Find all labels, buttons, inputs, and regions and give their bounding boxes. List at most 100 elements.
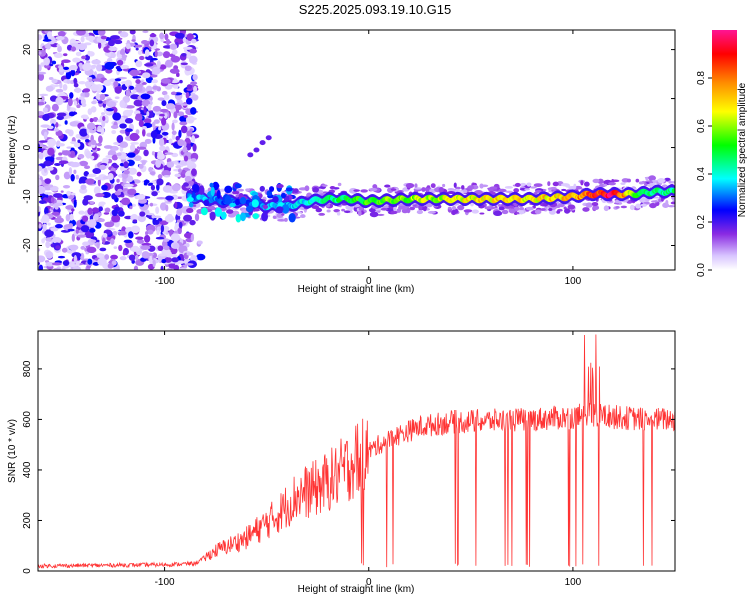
noise-blob xyxy=(38,248,41,252)
halo-blob xyxy=(498,206,505,211)
noise-blob xyxy=(64,120,68,125)
noise-blob xyxy=(190,233,195,242)
halo-blob xyxy=(427,210,436,214)
halo-blob xyxy=(272,215,277,219)
noise-blob xyxy=(101,184,108,191)
noise-blob xyxy=(144,234,151,243)
halo-blob xyxy=(591,202,599,207)
spectrogram-frame xyxy=(37,29,676,271)
noise-blob xyxy=(101,191,111,198)
noise-blob xyxy=(71,208,75,212)
noise-blob xyxy=(184,65,192,72)
noise-blob xyxy=(111,209,118,217)
ridge-spot xyxy=(235,198,240,206)
noise-blob xyxy=(123,170,130,175)
noise-blob xyxy=(73,169,77,175)
noise-blob xyxy=(63,224,72,228)
noise-blob xyxy=(141,242,152,246)
noise-blob xyxy=(143,149,149,157)
halo-blob xyxy=(396,208,402,213)
noise-blob xyxy=(111,214,121,223)
noise-blob xyxy=(97,30,106,36)
noise-blob xyxy=(108,46,118,52)
halo-blob xyxy=(484,206,492,210)
colorbar-label: Normalized spectral amplitude xyxy=(737,82,748,217)
noise-blob xyxy=(192,74,198,81)
ridge-spot xyxy=(229,202,236,208)
halo-blob xyxy=(329,186,335,190)
noise-blob xyxy=(62,185,71,189)
halo-blob xyxy=(651,200,659,203)
noise-blob xyxy=(75,228,79,234)
halo-blob xyxy=(368,187,378,192)
noise-blob xyxy=(44,178,52,184)
noise-blob xyxy=(161,258,167,264)
noise-blob xyxy=(173,111,178,119)
x-tick-label: -100 xyxy=(155,577,175,588)
halo-blob xyxy=(311,205,320,210)
noise-blob xyxy=(127,188,137,196)
noise-blob xyxy=(160,224,165,233)
noise-blob xyxy=(87,207,93,215)
noise-blob xyxy=(55,174,60,181)
noise-blob xyxy=(86,246,97,254)
noise-blob xyxy=(98,201,106,206)
halo-blob xyxy=(442,183,446,188)
noise-blob xyxy=(186,88,194,92)
noise-blob xyxy=(67,97,73,107)
halo-blob xyxy=(626,178,631,183)
noise-blob xyxy=(55,88,64,93)
halo-blob xyxy=(635,203,642,209)
noise-blob xyxy=(70,192,76,196)
halo-blob xyxy=(561,188,567,192)
halo-blob xyxy=(547,181,551,186)
halo-blob xyxy=(333,187,340,190)
noise-blob xyxy=(171,134,176,140)
noise-blob xyxy=(134,155,142,162)
noise-blob xyxy=(135,79,141,85)
noise-blob xyxy=(125,128,133,133)
noise-blob xyxy=(148,166,153,173)
noise-blob xyxy=(71,252,82,259)
noise-blob xyxy=(118,230,127,236)
noise-blob xyxy=(107,263,114,269)
noise-blob xyxy=(38,264,44,270)
noise-blob xyxy=(135,47,139,51)
halo-blob xyxy=(304,185,310,192)
noise-blob xyxy=(101,112,106,116)
noise-blob xyxy=(103,145,113,149)
noise-blob xyxy=(112,164,120,169)
ridge-spot xyxy=(280,192,287,199)
halo-blob xyxy=(640,203,647,207)
noise-blob xyxy=(70,161,81,168)
noise-blob xyxy=(78,179,83,184)
noise-blob xyxy=(178,129,182,139)
ridge-spot xyxy=(234,183,242,189)
noise-blob xyxy=(45,237,52,242)
noise-blob xyxy=(171,122,175,131)
ridge-spot xyxy=(251,199,259,208)
noise-blob xyxy=(87,122,96,130)
x-tick-label: 100 xyxy=(565,577,582,588)
snr-ylabel: SNR (10 * v/v) xyxy=(7,419,18,483)
halo-blob xyxy=(461,185,465,190)
noise-blob xyxy=(61,150,72,156)
noise-blob xyxy=(166,251,172,258)
noise-blob xyxy=(169,217,175,221)
noise-blob xyxy=(45,261,55,267)
noise-blob xyxy=(135,129,140,135)
noise-blob xyxy=(73,83,79,88)
noise-blob xyxy=(180,103,188,106)
noise-blob xyxy=(183,182,189,187)
halo-blob xyxy=(380,207,388,211)
halo-blob xyxy=(414,183,418,189)
noise-blob xyxy=(122,95,131,103)
noise-blob xyxy=(129,132,140,142)
noise-blob xyxy=(197,240,203,245)
halo-blob xyxy=(281,213,285,216)
noise-blob xyxy=(75,51,82,57)
noise-blob xyxy=(179,159,190,166)
noise-blob xyxy=(157,245,164,252)
noise-blob xyxy=(170,55,181,63)
